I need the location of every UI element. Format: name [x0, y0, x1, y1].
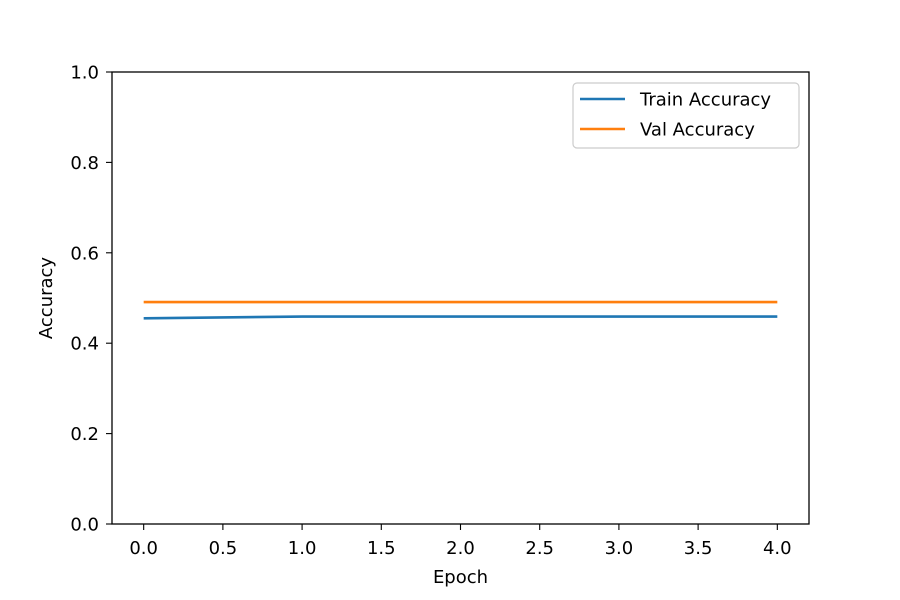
x-tick-label: 3.5 [684, 538, 713, 559]
series-layer [143, 300, 778, 320]
legend-box [572, 82, 800, 149]
x-axis-ticks: 0.0 0.5 1.0 1.5 2.0 2.5 3.0 3.5 4.0 [129, 524, 792, 559]
y-tick-label: 0.6 [70, 243, 99, 264]
x-axis-label: Epoch [433, 567, 488, 588]
series-line-train-accuracy [143, 315, 778, 320]
x-tick-label: 1.5 [367, 538, 396, 559]
y-tick-label: 0.8 [70, 153, 99, 174]
legend: Train Accuracy Val Accuracy [572, 82, 800, 149]
y-axis-ticks: 0.0 0.2 0.4 0.6 0.8 1.0 [70, 63, 112, 536]
x-tick-label: 3.0 [605, 538, 634, 559]
legend-label: Val Accuracy [640, 120, 755, 141]
x-tick-label: 0.0 [129, 538, 158, 559]
x-tick-label: 4.0 [763, 538, 792, 559]
y-axis-label: Accuracy [36, 257, 57, 340]
y-tick-label: 0.2 [70, 424, 99, 445]
x-tick-label: 2.5 [525, 538, 554, 559]
y-tick-label: 0.4 [70, 334, 99, 355]
y-tick-label: 1.0 [70, 63, 99, 84]
x-tick-label: 0.5 [209, 538, 238, 559]
y-tick-label: 0.0 [70, 515, 99, 536]
legend-label: Train Accuracy [639, 90, 771, 111]
x-tick-label: 2.0 [446, 538, 475, 559]
x-tick-label: 1.0 [288, 538, 317, 559]
